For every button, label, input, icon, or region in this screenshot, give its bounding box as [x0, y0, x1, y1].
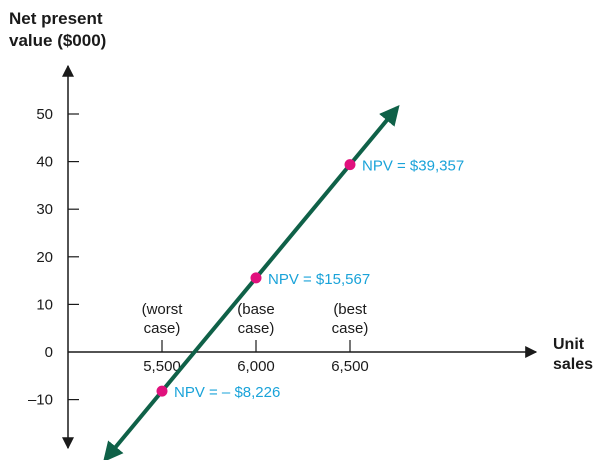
y-tick-label: 10: [36, 296, 53, 313]
x-tick-label: 6,000: [237, 358, 275, 375]
npv-point-label: NPV = – $8,226: [174, 384, 280, 401]
npv-point: [250, 272, 262, 284]
npv-point: [156, 385, 168, 397]
x-case-label-line: case): [144, 320, 181, 337]
x-ticks: 5,500(worst case)6,000(base case)6,500(bes…: [142, 301, 369, 375]
x-case-label-line: (worst: [142, 301, 184, 318]
x-case-label: (best case): [332, 301, 369, 337]
x-axis-title-line-2: sales: [553, 356, 593, 373]
y-axis-title-line-1: Net present: [9, 9, 103, 28]
x-axis-title-line-1: Unit: [553, 336, 585, 353]
npv-point: [344, 159, 356, 171]
y-ticks: –10 0 10 20 30 40 50: [28, 106, 79, 409]
npv-series: NPV = – $8,226 NPV = $15,567 NPV = $39,357: [103, 104, 464, 460]
x-axis-title: Unit sales: [553, 336, 593, 373]
npv-point-label: NPV = $15,567: [268, 271, 370, 288]
npv-point-label: NPV = $39,357: [362, 158, 464, 175]
y-axis-title-line-2: value ($000): [9, 31, 106, 50]
y-axis-title: Net present value ($000): [9, 9, 107, 50]
y-tick-label: 0: [45, 344, 53, 361]
y-tick-label: –10: [28, 392, 53, 409]
x-case-label-line: case): [332, 320, 369, 337]
y-tick-label: 20: [36, 249, 53, 266]
x-case-label-line: case): [238, 320, 275, 337]
x-case-label-line: (best: [333, 301, 367, 318]
y-tick-label: 30: [36, 201, 53, 218]
x-case-label: (worst case): [142, 301, 184, 337]
x-case-label-line: (base: [237, 301, 275, 318]
x-tick-label: 6,500: [331, 358, 369, 375]
y-tick-label: 40: [36, 154, 53, 171]
x-case-label: (base case): [237, 301, 275, 337]
y-tick-label: 50: [36, 106, 53, 123]
